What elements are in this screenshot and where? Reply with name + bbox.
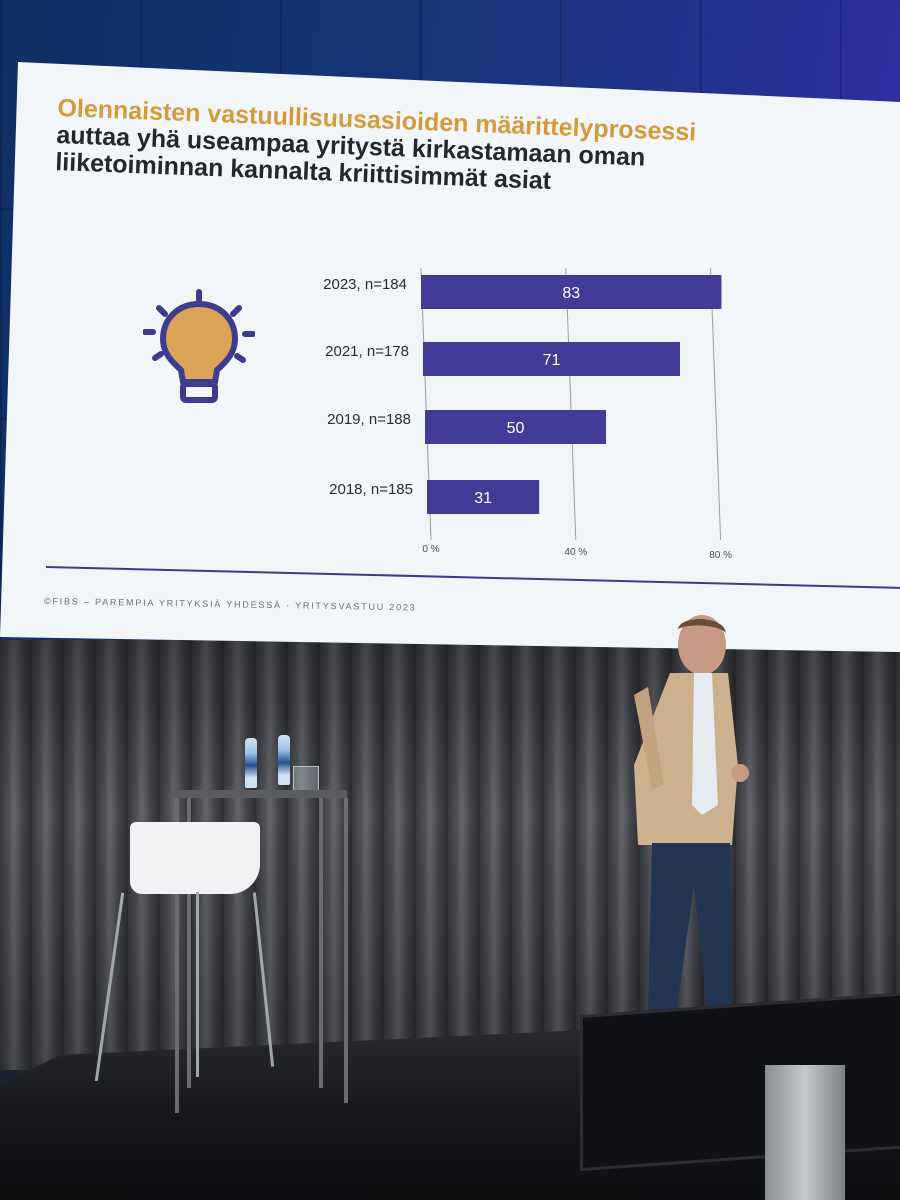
category-label: 2021, n=178 (325, 343, 409, 360)
bar (423, 342, 681, 376)
bar-data-label: 31 (474, 490, 492, 507)
category-label: 2023, n=184 (323, 276, 407, 293)
bar-stool-seat (130, 822, 260, 894)
table-leg (344, 798, 348, 1103)
water-glass (293, 766, 319, 792)
speaker (634, 615, 749, 1015)
gridline (710, 267, 722, 541)
category-label: 2019, n=188 (327, 411, 411, 428)
water-bottle (245, 738, 257, 788)
bar-data-label: 83 (562, 285, 580, 302)
x-tick-label: 80 % (709, 550, 732, 561)
table-leg (319, 798, 323, 1088)
bar-data-label: 71 (543, 352, 561, 369)
bar (425, 410, 606, 444)
x-tick-label: 0 % (422, 544, 439, 555)
bar (421, 275, 722, 309)
x-tick-label: 40 % (564, 547, 587, 558)
monitor-stand (765, 1065, 845, 1200)
table-leg (187, 798, 191, 1088)
gridline (565, 267, 577, 541)
category-label: 2018, n=185 (329, 481, 413, 498)
stool-leg (196, 892, 199, 1077)
bar (427, 480, 540, 514)
water-bottle (278, 735, 290, 785)
lightbulb-icon (143, 289, 255, 403)
bar-data-label: 50 (507, 420, 525, 437)
table-leg (175, 798, 179, 1113)
high-table (173, 790, 347, 798)
confidence-monitor (580, 990, 900, 1172)
